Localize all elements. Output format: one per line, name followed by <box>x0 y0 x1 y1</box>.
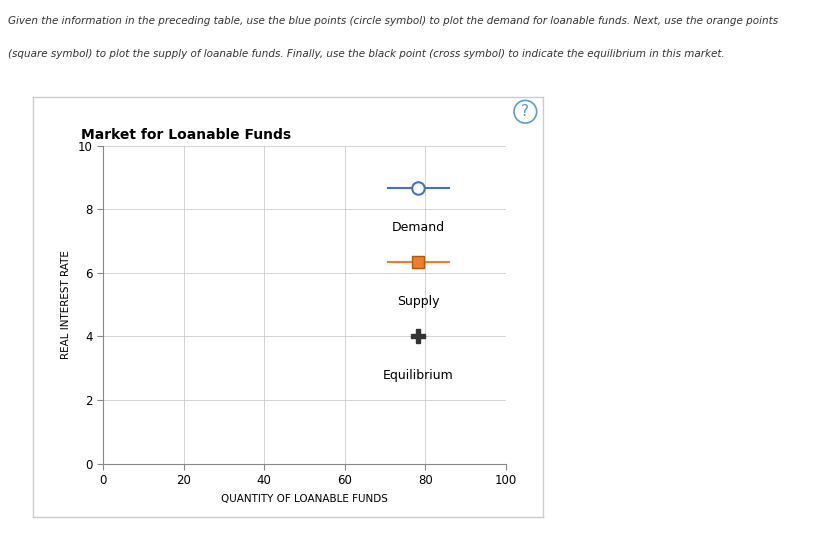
Text: Equilibrium: Equilibrium <box>383 369 453 382</box>
Text: Given the information in the preceding table, use the blue points (circle symbol: Given the information in the preceding t… <box>8 16 779 26</box>
X-axis label: QUANTITY OF LOANABLE FUNDS: QUANTITY OF LOANABLE FUNDS <box>221 494 388 504</box>
Text: Supply: Supply <box>397 295 439 308</box>
Text: Demand: Demand <box>392 221 444 234</box>
Text: ?: ? <box>521 104 529 119</box>
Text: (square symbol) to plot the supply of loanable funds. Finally, use the black poi: (square symbol) to plot the supply of lo… <box>8 49 725 59</box>
Text: Market for Loanable Funds: Market for Loanable Funds <box>81 128 291 142</box>
Y-axis label: REAL INTEREST RATE: REAL INTEREST RATE <box>61 250 71 359</box>
